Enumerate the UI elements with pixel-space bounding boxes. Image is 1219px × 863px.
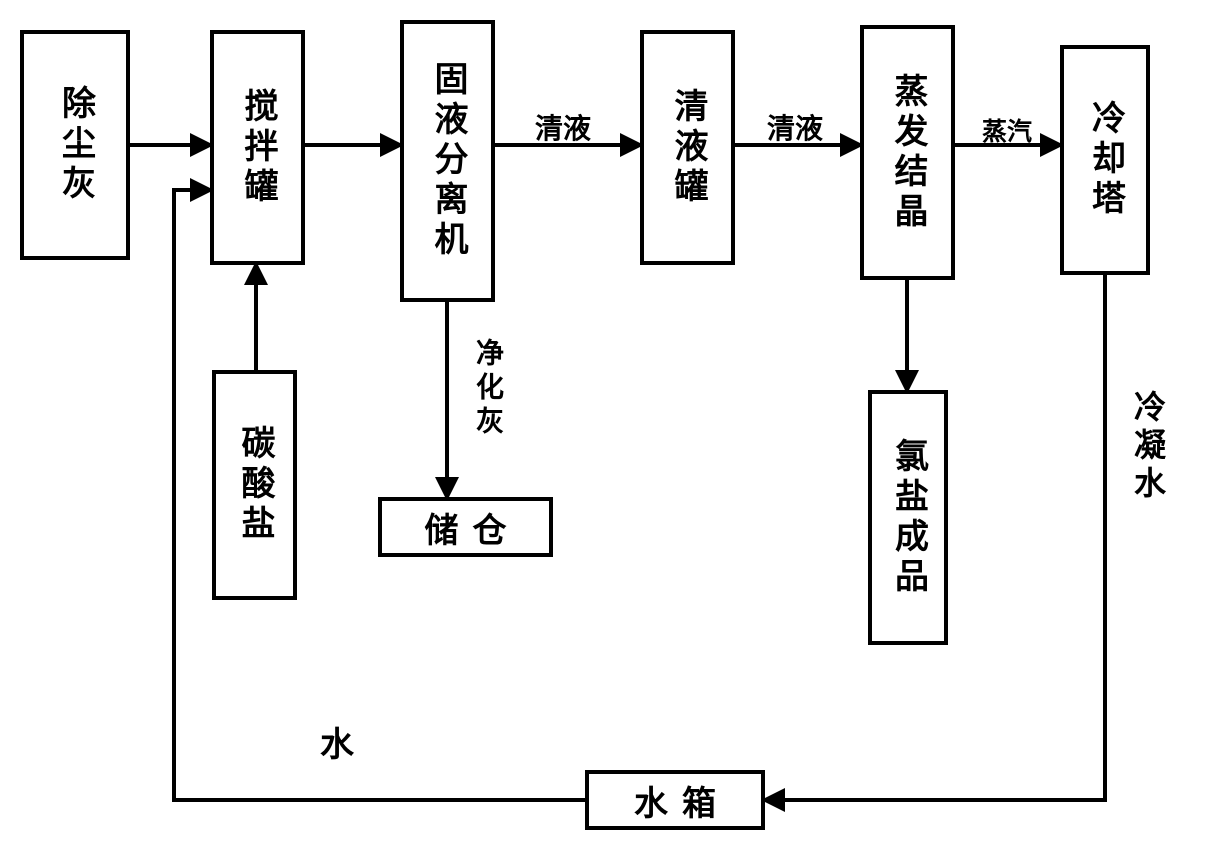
edge-label-text: 清液 [535, 114, 591, 145]
edge-label-text: 净化灰 [472, 338, 503, 440]
node-mixer: 搅拌罐 [210, 30, 305, 265]
edge-label-l6: 水 [320, 717, 354, 766]
node-waterTank: 水箱 [585, 770, 765, 830]
node-label: 清液罐 [663, 88, 712, 208]
node-storage: 储仓 [378, 497, 553, 557]
node-dust: 除尘灰 [20, 30, 130, 260]
node-product: 氯盐成品 [868, 390, 948, 645]
edge-label-text: 冷凝水 [1130, 390, 1166, 504]
node-clearTank: 清液罐 [640, 30, 735, 265]
edge-label-l4: 净化灰 [467, 338, 507, 440]
node-label: 蒸发结晶 [883, 73, 932, 233]
flowchart: 除尘灰 搅拌罐 固液分离机 清液罐 蒸发结晶 冷却塔碳酸盐储仓 氯盐成品水箱 清液 清液 蒸汽净化… [0, 0, 1219, 863]
node-separator: 固液分离机 [400, 20, 495, 302]
edge-label-l2: 清液 [767, 107, 823, 147]
node-label: 固液分离机 [423, 61, 472, 261]
arrows-layer [0, 0, 1219, 863]
node-coolTower: 冷却塔 [1060, 45, 1150, 275]
node-label: 水箱 [634, 776, 730, 825]
edge-label-l3: 蒸汽 [982, 112, 1032, 148]
node-label: 氯盐成品 [884, 438, 933, 598]
edge-label-l1: 清液 [535, 107, 591, 147]
node-carbonate: 碳酸盐 [212, 370, 297, 600]
node-label: 除尘灰 [51, 85, 100, 205]
node-label: 搅拌罐 [233, 88, 282, 208]
node-crystallize: 蒸发结晶 [860, 25, 955, 280]
edge-label-text: 清液 [767, 114, 823, 145]
node-label: 碳酸盐 [230, 425, 279, 545]
edge-label-text: 水 [320, 727, 354, 764]
node-label: 冷却塔 [1081, 100, 1130, 220]
edge-label-l5: 冷凝水 [1125, 390, 1171, 504]
node-label: 储仓 [425, 503, 521, 552]
edge-label-text: 蒸汽 [982, 119, 1032, 146]
